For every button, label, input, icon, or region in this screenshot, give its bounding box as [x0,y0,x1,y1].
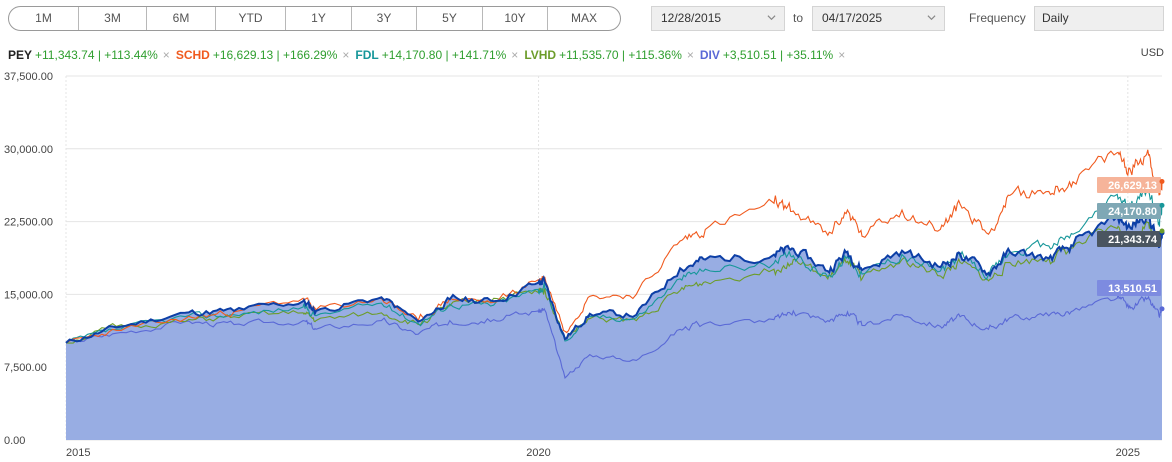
range-button-ytd[interactable]: YTD [216,7,286,30]
range-button-group: 1M 3M 6M YTD 1Y 3Y 5Y 10Y MAX [8,6,621,31]
chart-legend: PEY +11,343.74 | +113.44% × SCHD +16,629.13 … [8,46,851,64]
end-label-schd: 26,629.13 [1108,180,1157,192]
end-date-field[interactable]: 04/17/2025 [812,6,945,31]
y-tick-label: 22,500.00 [4,217,53,229]
chevron-down-icon [767,15,776,21]
series-line-pey [65,209,1163,344]
legend-symbol: SCHD [175,48,210,62]
y-tick-label: 7,500.00 [4,362,47,374]
range-button-6m[interactable]: 6M [147,7,216,30]
end-marker-lvhd [1159,228,1165,234]
end-marker-schd [1159,179,1165,185]
legend-symbol: DIV [699,48,720,62]
performance-chart[interactable]: 0.00 7,500.00 15,000.00 22,500.00 30,000.00 3… [0,64,1172,462]
legend-symbol: LVHD [524,48,557,62]
x-tick-label: 2015 [66,447,90,459]
x-tick-label: 2020 [526,447,550,459]
remove-series-icon[interactable]: × [838,48,846,62]
legend-item-div[interactable]: DIV +3,510.51 | +35.11% × [700,48,845,62]
range-button-3y[interactable]: 3Y [352,7,417,30]
series-line-schd [65,149,1163,344]
frequency-label: Frequency [969,11,1026,25]
frequency-value: Daily [1042,11,1069,25]
toolbar: 1M 3M 6M YTD 1Y 3Y 5Y 10Y MAX 12/28/2015 to 04/1… [0,0,1172,38]
legend-item-lvhd[interactable]: LVHD +11,535.70 | +115.36% × [524,48,694,62]
legend-change: +14,170.80 | +141.71% [381,48,507,62]
end-label-bg [1097,203,1161,219]
start-date-value: 12/28/2015 [661,11,722,25]
legend-change: +11,343.74 | +113.44% [35,48,158,62]
legend-symbol: PEY [8,48,33,62]
range-button-10y[interactable]: 10Y [483,7,548,30]
range-button-5y[interactable]: 5Y [417,7,483,30]
remove-series-icon[interactable]: × [162,48,170,62]
remove-series-icon[interactable]: × [686,48,694,62]
x-tick-label: 2025 [1116,447,1140,459]
end-label-bg [1097,280,1161,296]
end-label-div: 13,510.51 [1108,283,1157,295]
end-label-fdl: 24,170.80 [1108,206,1157,218]
series-line-div [65,292,1163,379]
range-button-1m[interactable]: 1M [9,7,79,30]
range-button-max[interactable]: MAX [570,11,597,25]
start-date-field[interactable]: 12/28/2015 [651,6,785,31]
date-range-to-label: to [793,11,804,25]
frequency-select[interactable]: Daily [1034,6,1164,31]
end-label-bg [1097,177,1161,193]
series-line-fdl [65,185,1163,344]
y-tick-label: 30,000.00 [4,144,53,156]
end-label-bg [1097,231,1161,247]
remove-series-icon[interactable]: × [342,48,350,62]
legend-item-schd[interactable]: SCHD +16,629.13 | +166.29% × [176,48,350,62]
y-tick-label: 15,000.00 [4,289,53,301]
y-tick-label: 37,500.00 [4,71,53,83]
range-button-1y[interactable]: 1Y [286,7,352,30]
end-marker-fdl [1159,202,1165,208]
pey-area [66,211,1162,440]
legend-symbol: FDL [355,48,379,62]
currency-label: USD [1140,47,1164,59]
legend-change: +11,535.70 | +115.36% [559,48,682,62]
series-line-lvhd [65,220,1163,344]
legend-change: +16,629.13 | +166.29% [212,48,338,62]
end-label-pey: 21,343.74 [1108,234,1158,246]
remove-series-icon[interactable]: × [511,48,519,62]
legend-item-pey[interactable]: PEY +11,343.74 | +113.44% × [8,48,170,62]
range-button-3m[interactable]: 3M [79,7,147,30]
legend-item-fdl[interactable]: FDL +14,170.80 | +141.71% × [355,48,518,62]
end-marker-div [1159,306,1165,312]
chevron-down-icon [927,15,936,21]
legend-change: +3,510.51 | +35.11% [722,48,834,62]
end-date-value: 04/17/2025 [822,11,883,25]
y-tick-label: 0.00 [4,435,25,447]
